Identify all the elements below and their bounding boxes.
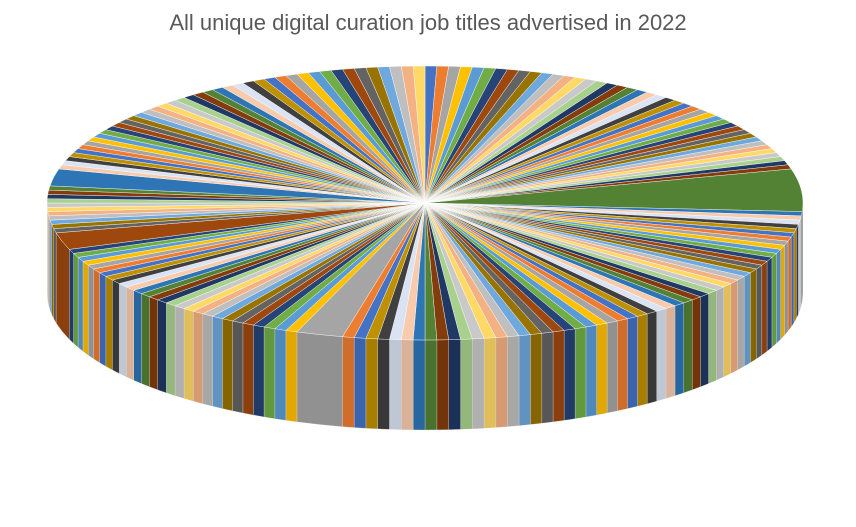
pie-slice: [412, 65, 426, 204]
side-shade: [47, 203, 803, 430]
chart-title: All unique digital curation job titles a…: [169, 10, 686, 35]
pie-tops: [46, 65, 804, 341]
